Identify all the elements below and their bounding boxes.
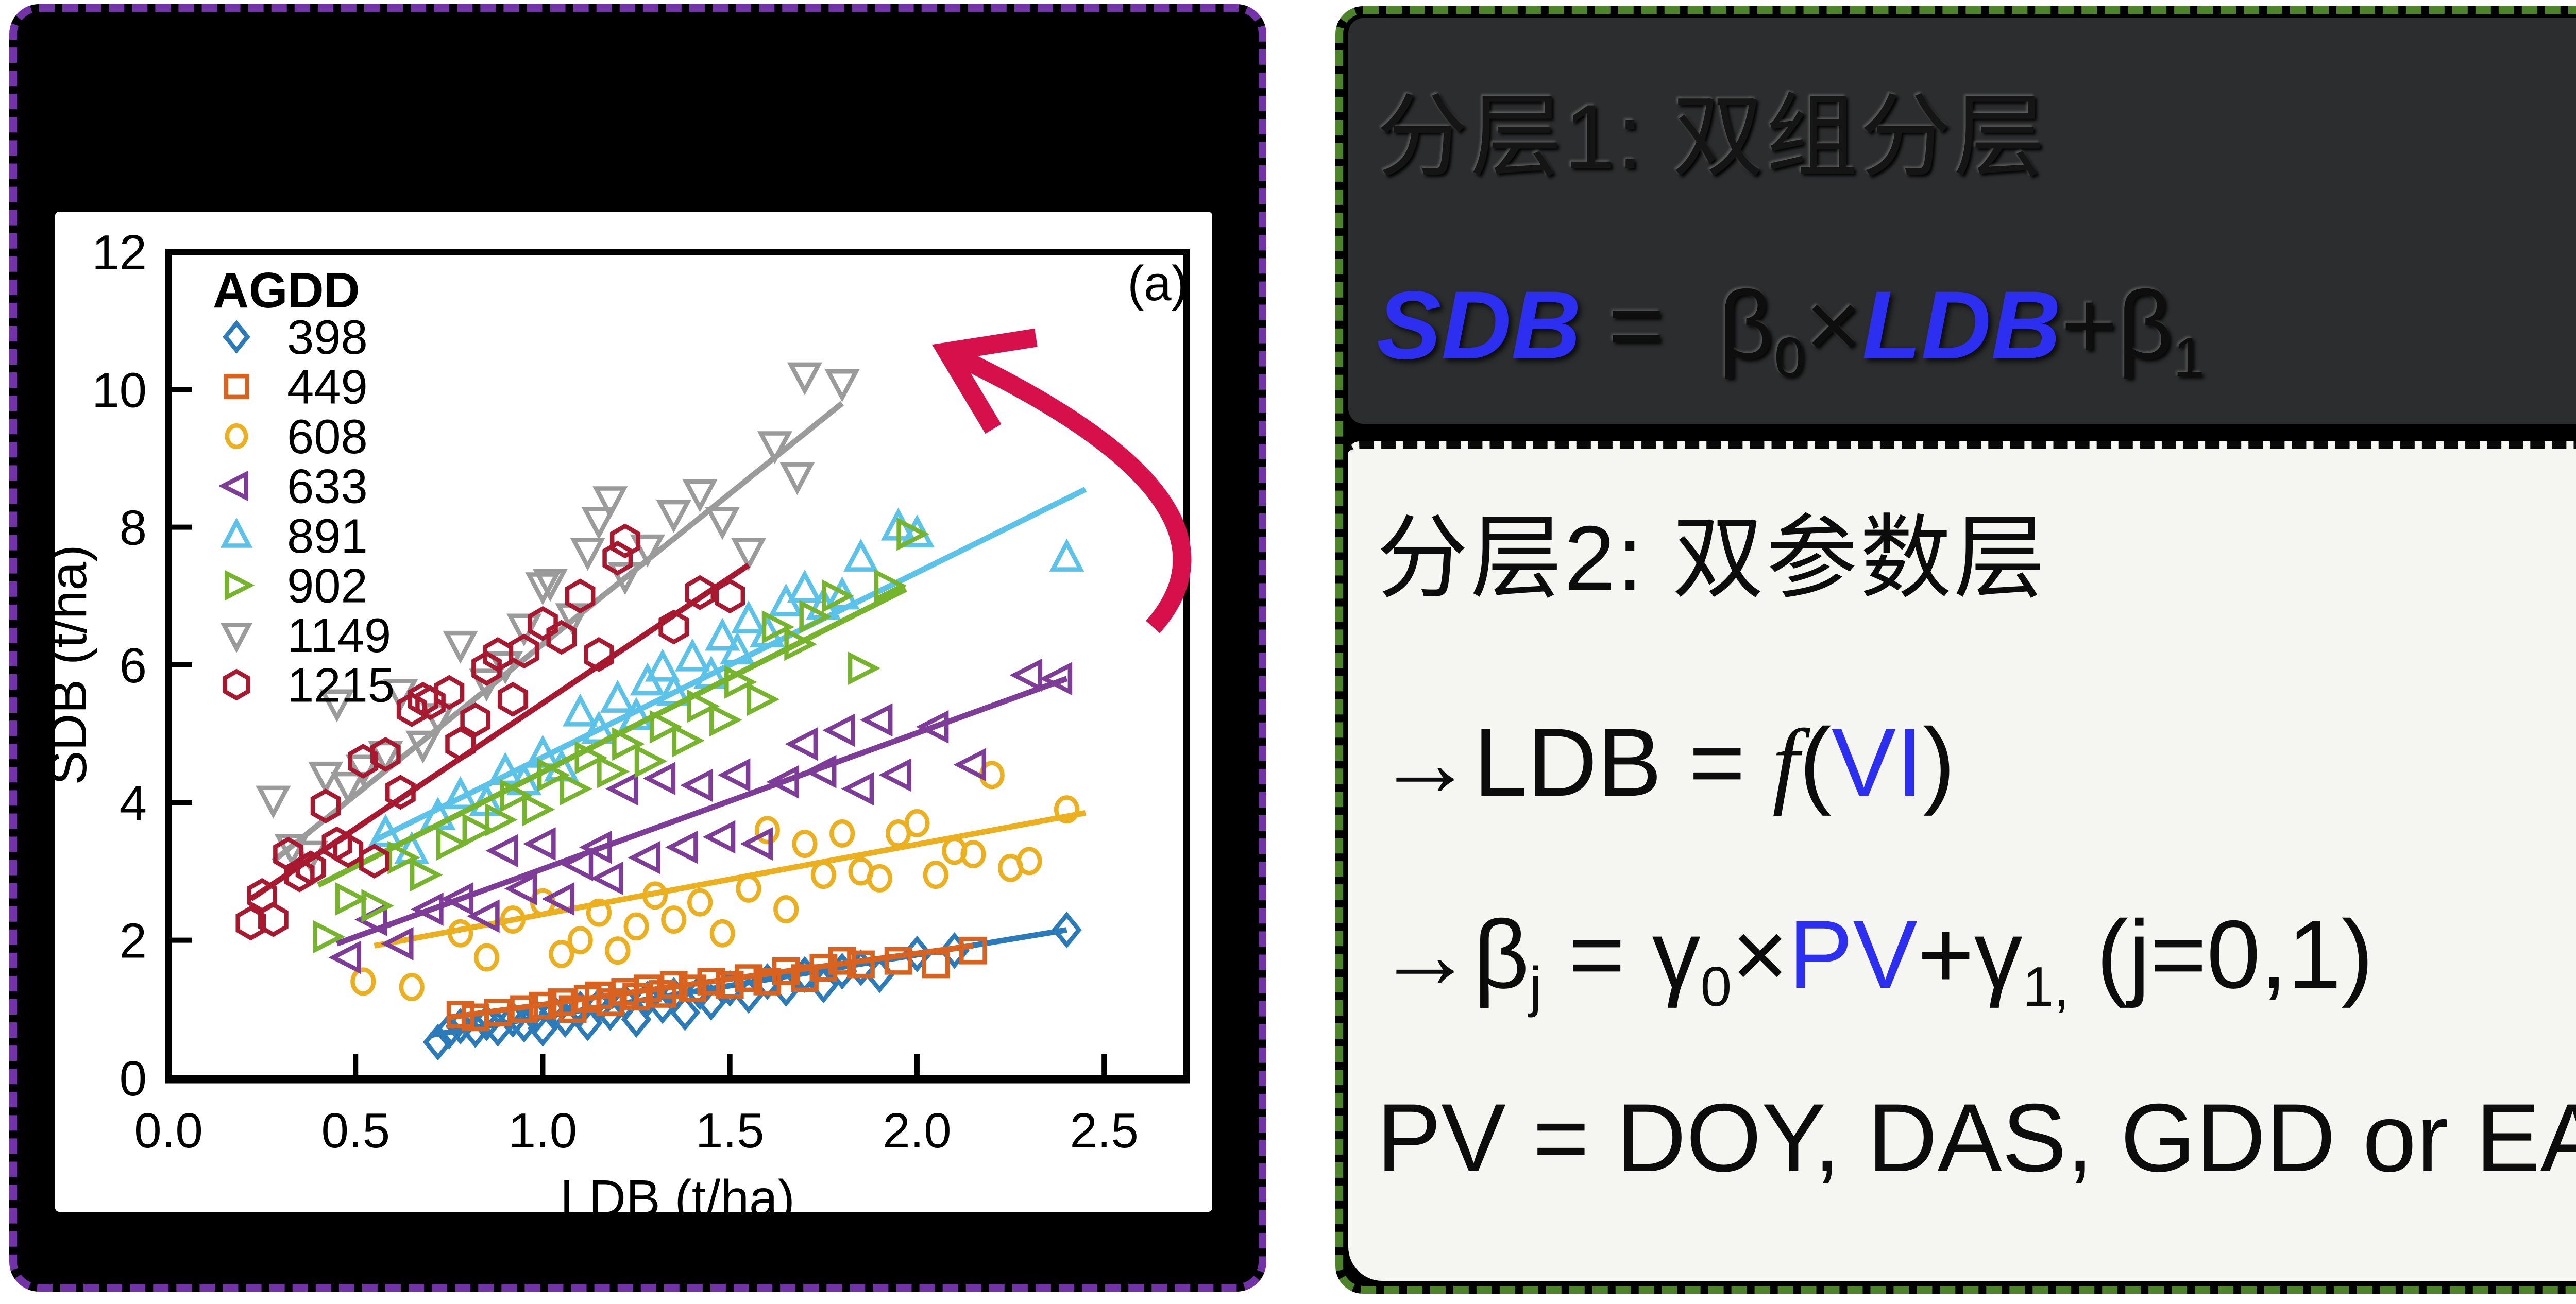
legend-item-marker: [220, 623, 253, 654]
layer2-equation-beta: →βj = γ0×PV+γ1, (j=0,1): [1377, 903, 2374, 1018]
layer1-title: 分层1: 双组分层: [1377, 85, 2047, 188]
equation-token: →β: [1377, 900, 1530, 1008]
equation-token: ×: [1732, 900, 1789, 1008]
x-tick-label: 2.5: [1070, 1103, 1138, 1158]
legend-item-label: 633: [287, 459, 368, 513]
legend-item-marker: [223, 320, 250, 354]
equation-token: SDB: [1377, 271, 1581, 379]
x-tick-label: 0.5: [321, 1103, 390, 1158]
legend-item-marker: [223, 668, 250, 701]
legend-item-label: 1149: [287, 608, 391, 662]
layer2-box: 分层2: 双参数层 →LDB = f(VI) →βj = γ0×PV+γ1, (…: [1348, 441, 2576, 1281]
equation-token: =: [1581, 271, 1719, 379]
scatter-chart: 0.0 0.5 1.0 1.5 2.0 2.5 0 2 4 6 8 10 12 LDB (t/ha) SDB…: [55, 225, 1192, 1212]
trend-arrow-head: [931, 328, 1038, 434]
legend-item-marker: [225, 423, 248, 450]
equation-token: ): [1923, 708, 1956, 816]
equation-token: β: [1718, 271, 1774, 379]
y-tick-label: 4: [120, 776, 147, 831]
legend-item-label: 1215: [287, 658, 395, 712]
chart-area: 0.0 0.5 1.0 1.5 2.0 2.5 0 2 4 6 8 10 12 LDB (t/ha) SDB…: [55, 212, 1212, 1212]
y-tick-label: 6: [120, 638, 147, 693]
legend-item-label: 608: [287, 409, 368, 464]
legend-item-marker: [224, 373, 249, 400]
equation-token: f: [1772, 709, 1800, 817]
y-axis-label: SDB (t/ha): [55, 545, 97, 785]
equation-token: →LDB =: [1377, 708, 1772, 816]
series-449: [446, 936, 987, 1032]
equation-token: ×: [1805, 271, 1862, 379]
layer1-equation: SDB = β0×LDB+β1: [1377, 274, 2205, 387]
equation-token: 0: [1774, 325, 1806, 389]
equation-token: +γ: [1917, 900, 2023, 1008]
y-tick-label: 2: [120, 914, 147, 969]
y-tick-label: 0: [120, 1051, 147, 1106]
equation-token: PV = DOY, DAS, GDD or EAT: [1377, 1084, 2576, 1192]
series-902: [312, 517, 929, 954]
equation-token: VI: [1831, 708, 1923, 816]
x-tick-label: 2.0: [883, 1103, 951, 1158]
series-1215: [235, 523, 751, 941]
equation-token: +β: [2061, 271, 2174, 379]
y-tick-label: 8: [120, 501, 147, 556]
series-398: [422, 911, 1082, 1061]
legend-title: AGDD: [213, 262, 360, 318]
y-tick-label: 12: [92, 225, 147, 280]
layer2-title: 分层2: 双参数层: [1377, 507, 2047, 609]
x-axis-label: LDB (t/ha): [560, 1170, 795, 1212]
equation-token: 1,: [2022, 955, 2070, 1018]
trend-arrow: [943, 343, 1192, 633]
chart-panel: 0.0 0.5 1.0 1.5 2.0 2.5 0 2 4 6 8 10 12 LDB (t/ha) SDB…: [9, 4, 1266, 1292]
equation-token: 1: [2173, 325, 2205, 389]
legend-item-marker: [218, 470, 248, 502]
x-tick-label: 1.5: [696, 1103, 764, 1158]
legend-item-marker: [220, 517, 253, 548]
equation-token: = γ: [1541, 900, 1701, 1008]
panel-label: (a): [1127, 256, 1188, 311]
x-tick-label: 1.0: [509, 1103, 577, 1158]
layer1-box: 分层1: 双组分层 SDB = β0×LDB+β1: [1348, 18, 2576, 424]
legend-item-marker: [225, 570, 255, 601]
annotation-panel: 分层1: 双组分层 SDB = β0×LDB+β1 分层2: 双参数层 →LDB…: [1335, 6, 2576, 1294]
equation-token: j: [1529, 955, 1542, 1018]
layer2-equation-pv: PV = DOY, DAS, GDD or EAT: [1377, 1087, 2576, 1189]
layer2-equation-ldb: →LDB = f(VI): [1377, 709, 1955, 817]
y-tick-label: 10: [92, 363, 147, 418]
legend-item-label: 449: [287, 360, 368, 414]
legend-item-label: 891: [287, 509, 368, 563]
legend-item-label: 902: [287, 559, 368, 613]
equation-token: PV: [1788, 900, 1918, 1008]
equation-token: 0: [1700, 955, 1732, 1018]
legend-item-label: 398: [287, 310, 368, 364]
equation-token: (j=0,1): [2069, 900, 2374, 1008]
equation-token: (: [1799, 708, 1832, 816]
equation-token: LDB: [1862, 271, 2061, 379]
x-tick-label: 0.0: [134, 1103, 202, 1158]
